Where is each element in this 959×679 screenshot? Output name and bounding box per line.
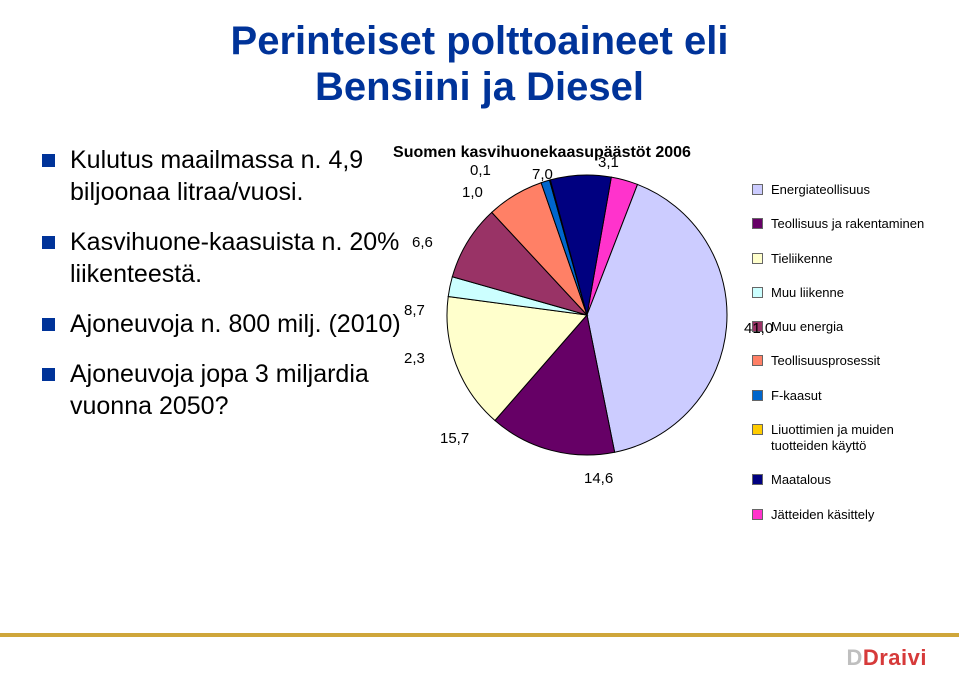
legend-label: Muu energia bbox=[771, 319, 843, 335]
legend-label: Jätteiden käsittely bbox=[771, 507, 874, 523]
pie-label: 6,6 bbox=[412, 234, 433, 251]
legend-item: Maatalous bbox=[752, 472, 927, 488]
legend-item: Jätteiden käsittely bbox=[752, 507, 927, 523]
logo: DDraivi bbox=[846, 645, 927, 671]
legend-swatch bbox=[752, 287, 763, 298]
pie-label: 41,0 bbox=[744, 320, 773, 337]
pie-label: 1,0 bbox=[462, 184, 483, 201]
pie-chart: 3,141,014,615,72,38,76,61,00,17,0 bbox=[442, 170, 732, 460]
legend-item: Energiateollisuus bbox=[752, 182, 927, 198]
slide: Perinteiset polttoaineet eli Bensiini ja… bbox=[0, 0, 959, 679]
legend-label: Liuottimien ja muiden tuotteiden käyttö bbox=[771, 422, 927, 455]
legend-item: Muu liikenne bbox=[752, 285, 927, 301]
legend-item: F-kaasut bbox=[752, 388, 927, 404]
bullet-item: Ajoneuvoja n. 800 milj. (2010) bbox=[42, 308, 402, 340]
pie-label: 0,1 bbox=[470, 162, 491, 179]
legend-label: Teollisuusprosessit bbox=[771, 353, 880, 369]
logo-red: Draivi bbox=[863, 645, 927, 670]
footer-line bbox=[0, 633, 959, 637]
pie-label: 7,0 bbox=[532, 166, 553, 183]
bullet-item: Ajoneuvoja jopa 3 miljardia vuonna 2050? bbox=[42, 358, 402, 422]
legend-label: Energiateollisuus bbox=[771, 182, 870, 198]
pie-label: 8,7 bbox=[404, 302, 425, 319]
legend-swatch bbox=[752, 253, 763, 264]
legend-swatch bbox=[752, 355, 763, 366]
legend-item: Teollisuus ja rakentaminen bbox=[752, 216, 927, 232]
legend: Energiateollisuus Teollisuus ja rakentami… bbox=[752, 144, 927, 541]
legend-swatch bbox=[752, 390, 763, 401]
pie-label: 14,6 bbox=[584, 470, 613, 487]
pie-label: 2,3 bbox=[404, 350, 425, 367]
pie-label: 3,1 bbox=[598, 154, 619, 171]
title-line-2: Bensiini ja Diesel bbox=[32, 64, 927, 110]
legend-item: Teollisuusprosessit bbox=[752, 353, 927, 369]
legend-swatch bbox=[752, 509, 763, 520]
legend-item: Muu energia bbox=[752, 319, 927, 335]
legend-label: F-kaasut bbox=[771, 388, 822, 404]
pie-svg bbox=[442, 170, 732, 460]
bullet-column: Kulutus maailmassa n. 4,9 biljoonaa litr… bbox=[32, 144, 402, 541]
legend-swatch bbox=[752, 474, 763, 485]
legend-swatch bbox=[752, 218, 763, 229]
legend-label: Maatalous bbox=[771, 472, 831, 488]
legend-swatch bbox=[752, 184, 763, 195]
legend-label: Tieliikenne bbox=[771, 251, 833, 267]
legend-item: Tieliikenne bbox=[752, 251, 927, 267]
legend-item: Liuottimien ja muiden tuotteiden käyttö bbox=[752, 422, 927, 455]
pie-label: 15,7 bbox=[440, 430, 469, 447]
bullet-item: Kasvihuone-kaasuista n. 20% liikenteestä… bbox=[42, 226, 402, 290]
legend-swatch bbox=[752, 424, 763, 435]
slide-title: Perinteiset polttoaineet eli Bensiini ja… bbox=[32, 18, 927, 110]
bullet-list: Kulutus maailmassa n. 4,9 biljoonaa litr… bbox=[42, 144, 402, 422]
logo-grey: D bbox=[846, 645, 862, 670]
chart-title: Suomen kasvihuonekaasupäästöt 2006 bbox=[332, 144, 752, 162]
legend-label: Teollisuus ja rakentaminen bbox=[771, 216, 924, 232]
title-line-1: Perinteiset polttoaineet eli bbox=[32, 18, 927, 64]
content-row: Kulutus maailmassa n. 4,9 biljoonaa litr… bbox=[32, 144, 927, 541]
chart-column: Suomen kasvihuonekaasupäästöt 2006 3,141… bbox=[402, 144, 752, 541]
legend-label: Muu liikenne bbox=[771, 285, 844, 301]
